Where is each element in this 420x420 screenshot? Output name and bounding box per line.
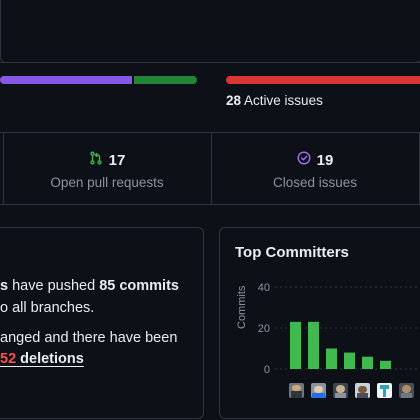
avatar[interactable] xyxy=(355,383,370,398)
stat-closed-issues[interactable]: 19 Closed issues xyxy=(211,133,419,205)
stats-divider xyxy=(3,133,4,205)
top-committers-chart: 0 20 40 xyxy=(258,282,420,376)
bar-committer-4[interactable] xyxy=(344,352,355,369)
summary-text-1: have pushed xyxy=(8,278,100,294)
avatar[interactable] xyxy=(311,383,326,398)
merged-pr-segment xyxy=(0,76,132,84)
y-axis-title: Commits xyxy=(236,285,248,329)
commit-summary-card xyxy=(0,227,204,419)
period-selector-header xyxy=(0,0,420,63)
summary-line-2: o all branches. xyxy=(0,300,95,316)
bar-committer-2[interactable] xyxy=(308,321,319,369)
y-tick-label: 0 xyxy=(264,364,270,376)
top-committers-title: Top Committers xyxy=(235,244,349,261)
y-tick-label: 20 xyxy=(258,323,270,335)
issues-progress-bar xyxy=(226,76,420,84)
commits-count: 85 commits xyxy=(99,278,179,294)
deletions-label: deletions xyxy=(16,351,84,367)
summary-line-1: s have pushed 85 commits xyxy=(0,278,179,294)
check-circle-icon xyxy=(297,151,311,169)
avatar[interactable] xyxy=(377,383,392,398)
stats-row: 17 Open pull requests 19 Closed issues xyxy=(0,132,420,205)
deletions-count: 52 xyxy=(0,351,17,367)
active-issues-count: 28 xyxy=(226,93,242,108)
bar-committer-1[interactable] xyxy=(290,321,301,369)
avatar[interactable] xyxy=(399,383,414,398)
open-pull-requests-count: 17 xyxy=(108,151,126,169)
closed-issues-count: 19 xyxy=(316,151,334,169)
avatar[interactable] xyxy=(289,383,304,398)
git-pull-request-icon xyxy=(89,151,103,169)
bar-committer-5[interactable] xyxy=(362,356,373,369)
bar-committer-6[interactable] xyxy=(380,360,391,369)
active-issues-label: Active issues xyxy=(244,93,323,108)
overview-panel xyxy=(0,62,420,205)
authors-count: s xyxy=(0,278,9,294)
stats-divider xyxy=(211,133,212,205)
stat-open-pull-requests[interactable]: 17 Open pull requests xyxy=(3,133,211,205)
open-pr-segment xyxy=(132,76,197,84)
pull-requests-progress-bar xyxy=(0,76,197,84)
closed-issues-label: Closed issues xyxy=(272,175,358,190)
summary-line-3: anged and there have been xyxy=(0,330,178,346)
y-tick-label: 40 xyxy=(258,282,270,294)
deletions-link[interactable]: 52 deletions xyxy=(0,351,84,367)
open-pull-requests-label: Open pull requests xyxy=(50,175,164,190)
avatar[interactable] xyxy=(333,383,348,398)
active-issues-text[interactable]: 28 Active issues xyxy=(226,93,323,108)
bar-committer-3[interactable] xyxy=(326,348,337,370)
committer-avatars xyxy=(289,383,414,398)
